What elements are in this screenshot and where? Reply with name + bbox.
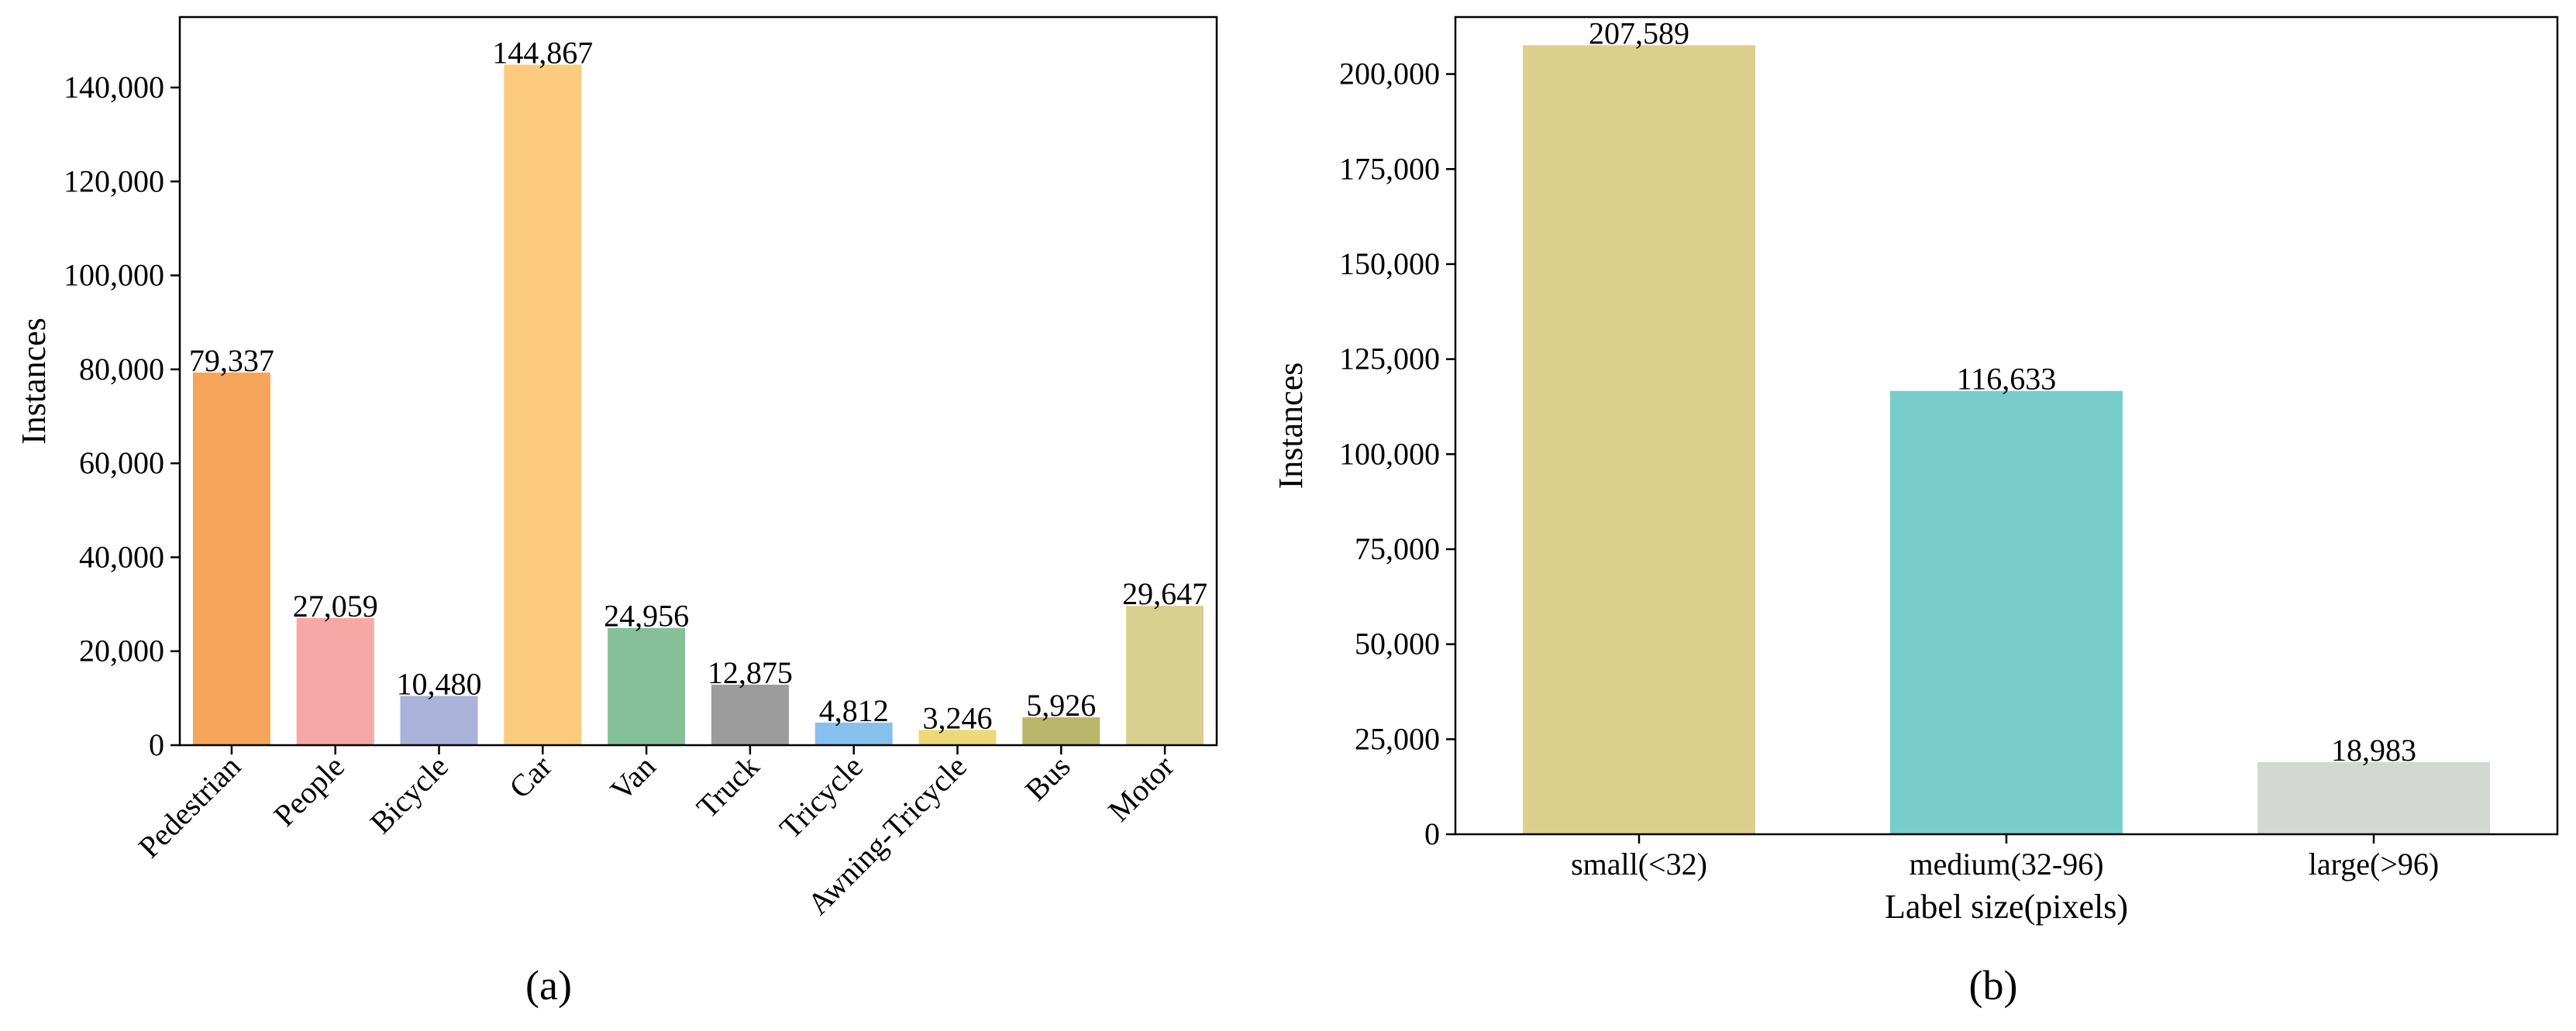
- chart-a-data-label: 144,867: [492, 35, 593, 70]
- chart-a-bar-people: [296, 617, 374, 745]
- chart-b-data-label: 116,633: [1957, 362, 2057, 397]
- chart-b-y-axis-title: Instances: [1272, 363, 1310, 490]
- chart-a-y-tick-label: 100,000: [64, 258, 164, 293]
- chart-a-x-tick-label: Bicycle: [363, 749, 455, 840]
- chart-a-data-label: 4,812: [819, 693, 889, 728]
- chart-b-x-tick-label: large(>96): [2309, 847, 2439, 882]
- chart-a-x-tick-label: Van: [604, 749, 663, 808]
- chart-a-bar-pedestrian: [192, 372, 270, 745]
- chart-a-data-label: 79,337: [189, 343, 274, 378]
- chart-a-data-label: 29,647: [1122, 576, 1207, 611]
- chart-a-bar-bicycle: [400, 696, 478, 745]
- chart-a-y-tick-label: 60,000: [79, 445, 164, 480]
- chart-b-caption: (b): [1969, 962, 2018, 1009]
- chart-a-bar-truck: [711, 684, 789, 745]
- chart-b-y-tick-label: 200,000: [1339, 57, 1440, 91]
- chart-a-y-tick-label: 20,000: [79, 634, 164, 668]
- chart-a-y-tick-label: 120,000: [64, 163, 164, 198]
- chart-a-data-label: 3,246: [923, 700, 993, 735]
- chart-a-x-tick-label: People: [267, 749, 351, 833]
- chart-b-y-tick-label: 75,000: [1355, 531, 1440, 566]
- chart-a-x-tick-label: Truck: [690, 749, 766, 825]
- chart-a-x-tick-label: Bus: [1018, 749, 1077, 808]
- chart-a-data-label: 5,926: [1026, 688, 1096, 723]
- chart-b-x-tick-label: small(<32): [1571, 847, 1707, 882]
- chart-b-bar-small-32: [1523, 45, 1755, 835]
- chart-b-y-tick-label: 175,000: [1339, 151, 1440, 186]
- chart-b-bar-medium-32-96: [1890, 390, 2123, 834]
- chart-a-x-tick-label: Car: [502, 749, 559, 806]
- chart-a-bar-motor: [1126, 606, 1204, 745]
- chart-b-x-tick-label: medium(32-96): [1909, 847, 2103, 882]
- chart-b-y-tick-label: 25,000: [1355, 721, 1440, 756]
- chart-b-y-tick-label: 50,000: [1355, 627, 1440, 662]
- chart-b-y-tick-label: 100,000: [1339, 436, 1440, 471]
- chart-b-y-tick-label: 150,000: [1339, 246, 1440, 281]
- chart-b-y-tick-label: 0: [1424, 816, 1440, 851]
- chart-b-y-tick-label: 125,000: [1339, 342, 1440, 376]
- chart-a-data-label: 27,059: [293, 589, 378, 624]
- chart-a-x-tick-label: Tricycle: [773, 749, 870, 846]
- chart-a-bar-awning-tricycle: [918, 730, 997, 745]
- chart-b-data-label: 18,983: [2331, 733, 2416, 768]
- chart-a-bar-van: [608, 627, 686, 745]
- chart-a-bar-tricycle: [814, 722, 893, 745]
- chart-a-data-label: 24,956: [604, 599, 689, 634]
- chart-a: 79,337 27,059 10,480 144,867 24,956 12,875 4,8…: [15, 15, 1218, 1009]
- chart-b-x-axis-title: Label size(pixels): [1885, 888, 2128, 926]
- chart-a-y-axis-title: Instances: [15, 318, 53, 445]
- chart-b-bar-large-96: [2257, 761, 2490, 834]
- chart-a-plot-frame: [178, 15, 1218, 747]
- chart-a-y-tick-label: 140,000: [64, 70, 164, 105]
- chart-a-y-tick-label: 40,000: [79, 539, 164, 574]
- chart-a-data-label: 12,875: [708, 655, 793, 690]
- chart-a-y-tick-label: 0: [149, 727, 164, 762]
- chart-a-data-label: 10,480: [397, 666, 482, 701]
- chart-b: 207,589 116,633 18,983 0 25,000 50,000 75,000 1…: [1272, 15, 2559, 1009]
- chart-a-x-tick-label: Pedestrian: [132, 749, 248, 865]
- chart-a-bar-car: [504, 64, 582, 746]
- chart-a-caption: (a): [525, 962, 572, 1009]
- chart-a-x-tick-label: Motor: [1101, 749, 1181, 829]
- chart-a-y-tick-label: 80,000: [79, 352, 164, 387]
- chart-b-data-label: 207,589: [1589, 15, 1689, 50]
- chart-a-bar-bus: [1022, 717, 1100, 745]
